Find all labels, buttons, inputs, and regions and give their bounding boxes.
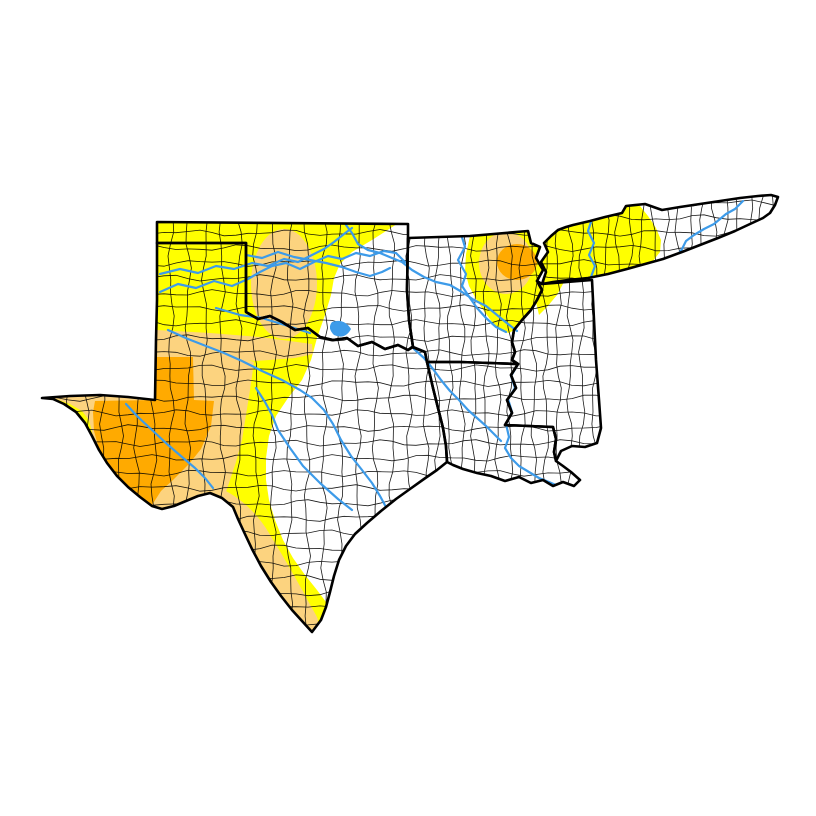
red-river-louisiana: [412, 347, 503, 443]
tennessee-river-west: [586, 217, 597, 279]
state-border-mississippi: [503, 278, 603, 463]
lakes-layer: [329, 320, 351, 337]
white-river: [456, 232, 508, 334]
county-line-v: [286, 195, 294, 629]
county-line-h: [43, 244, 777, 252]
cimarron-river: [158, 226, 354, 276]
canadian-river: [158, 249, 407, 294]
d2-northeast-arkansas-core: [497, 244, 537, 280]
state-fill-louisiana: [427, 362, 580, 486]
state-fill-mississippi: [505, 280, 601, 461]
county-line-v: [320, 195, 328, 629]
brazos-river: [166, 328, 389, 511]
north-canadian-river: [244, 250, 392, 278]
state-border-tennessee: [539, 193, 780, 286]
lake-texoma: [329, 320, 351, 337]
colorado-river-texas: [254, 386, 354, 512]
state-borders: [40, 193, 780, 634]
pecos-river: [124, 402, 215, 490]
arkansas-river: [344, 223, 519, 333]
county-line-v: [303, 195, 311, 629]
